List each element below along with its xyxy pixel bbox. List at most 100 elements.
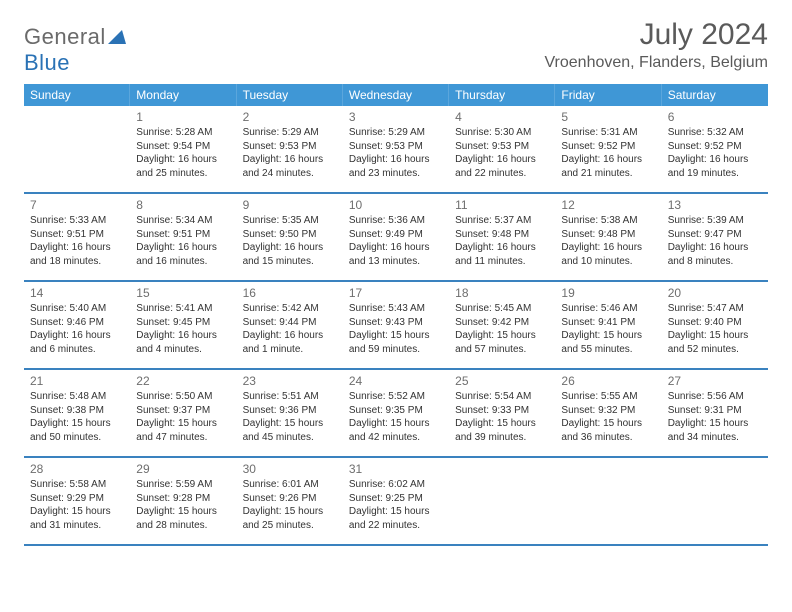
day-number: 1	[136, 110, 230, 124]
day-info: Sunrise: 5:37 AMSunset: 9:48 PMDaylight:…	[455, 214, 549, 268]
day-cell: 20 Sunrise: 5:47 AMSunset: 9:40 PMDayligh…	[662, 282, 768, 368]
day-header-cell: Monday	[130, 84, 236, 106]
empty-cell	[449, 458, 555, 544]
day-cell: 27 Sunrise: 5:56 AMSunset: 9:31 PMDayligh…	[662, 370, 768, 456]
empty-cell	[24, 106, 130, 192]
month-title: July 2024	[544, 18, 768, 52]
day-header-cell: Tuesday	[237, 84, 343, 106]
day-cell: 26Sunrise: 5:55 AMSunset: 9:32 PMDayligh…	[555, 370, 661, 456]
empty-cell	[662, 458, 768, 544]
day-info: Sunrise: 5:38 AMSunset: 9:48 PMDaylight:…	[561, 214, 655, 268]
day-cell: 10Sunrise: 5:36 AMSunset: 9:49 PMDayligh…	[343, 194, 449, 280]
day-info: Sunrise: 5:54 AMSunset: 9:33 PMDaylight:…	[455, 390, 549, 444]
day-cell: 14Sunrise: 5:40 AMSunset: 9:46 PMDayligh…	[24, 282, 130, 368]
day-number: 13	[668, 198, 762, 212]
day-cell: 6 Sunrise: 5:32 AMSunset: 9:52 PMDaylight…	[662, 106, 768, 192]
weeks-container: 1 Sunrise: 5:28 AMSunset: 9:54 PMDaylight…	[24, 106, 768, 546]
day-info: Sunrise: 5:55 AMSunset: 9:32 PMDaylight:…	[561, 390, 655, 444]
calendar-page: General Blue July 2024 Vroenhoven, Fland…	[0, 0, 792, 564]
day-info: Sunrise: 5:51 AMSunset: 9:36 PMDaylight:…	[243, 390, 337, 444]
day-number: 7	[30, 198, 124, 212]
day-header-cell: Thursday	[449, 84, 555, 106]
day-info: Sunrise: 5:29 AMSunset: 9:53 PMDaylight:…	[243, 126, 337, 180]
day-cell: 29Sunrise: 5:59 AMSunset: 9:28 PMDayligh…	[130, 458, 236, 544]
page-header: General Blue July 2024 Vroenhoven, Fland…	[24, 18, 768, 76]
day-info: Sunrise: 5:33 AMSunset: 9:51 PMDaylight:…	[30, 214, 124, 268]
day-number: 9	[243, 198, 337, 212]
day-number: 29	[136, 462, 230, 476]
day-cell: 19 Sunrise: 5:46 AMSunset: 9:41 PMDayligh…	[555, 282, 661, 368]
day-info: Sunrise: 5:42 AMSunset: 9:44 PMDaylight:…	[243, 302, 337, 356]
day-header-cell: Saturday	[662, 84, 768, 106]
day-cell: 21Sunrise: 5:48 AMSunset: 9:38 PMDayligh…	[24, 370, 130, 456]
day-info: Sunrise: 5:43 AMSunset: 9:43 PMDaylight:…	[349, 302, 443, 356]
day-info: Sunrise: 5:58 AMSunset: 9:29 PMDaylight:…	[30, 478, 124, 532]
day-info: Sunrise: 5:46 AMSunset: 9:41 PMDaylight:…	[561, 302, 655, 356]
empty-cell	[555, 458, 661, 544]
day-number: 24	[349, 374, 443, 388]
day-number: 21	[30, 374, 124, 388]
week-row: 21Sunrise: 5:48 AMSunset: 9:38 PMDayligh…	[24, 370, 768, 458]
day-header-cell: Friday	[555, 84, 661, 106]
logo-triangle-icon	[108, 24, 126, 50]
day-number: 25	[455, 374, 549, 388]
day-number: 31	[349, 462, 443, 476]
day-number: 16	[243, 286, 337, 300]
day-info: Sunrise: 5:45 AMSunset: 9:42 PMDaylight:…	[455, 302, 549, 356]
day-info: Sunrise: 5:47 AMSunset: 9:40 PMDaylight:…	[668, 302, 762, 356]
day-cell: 7 Sunrise: 5:33 AMSunset: 9:51 PMDaylight…	[24, 194, 130, 280]
day-cell: 3 Sunrise: 5:29 AMSunset: 9:53 PMDaylight…	[343, 106, 449, 192]
day-info: Sunrise: 5:32 AMSunset: 9:52 PMDaylight:…	[668, 126, 762, 180]
day-number: 2	[243, 110, 337, 124]
day-cell: 8 Sunrise: 5:34 AMSunset: 9:51 PMDaylight…	[130, 194, 236, 280]
week-row: 7 Sunrise: 5:33 AMSunset: 9:51 PMDaylight…	[24, 194, 768, 282]
day-number: 11	[455, 198, 549, 212]
day-cell: 18Sunrise: 5:45 AMSunset: 9:42 PMDayligh…	[449, 282, 555, 368]
day-number: 19	[561, 286, 655, 300]
day-number: 3	[349, 110, 443, 124]
brand-text-general: General	[24, 24, 106, 49]
day-cell: 9Sunrise: 5:35 AMSunset: 9:50 PMDaylight…	[237, 194, 343, 280]
day-cell: 12 Sunrise: 5:38 AMSunset: 9:48 PMDayligh…	[555, 194, 661, 280]
day-number: 22	[136, 374, 230, 388]
day-cell: 30 Sunrise: 6:01 AMSunset: 9:26 PMDayligh…	[237, 458, 343, 544]
day-cell: 31 Sunrise: 6:02 AMSunset: 9:25 PMDayligh…	[343, 458, 449, 544]
day-number: 4	[455, 110, 549, 124]
week-row: 28 Sunrise: 5:58 AMSunset: 9:29 PMDayligh…	[24, 458, 768, 546]
day-info: Sunrise: 6:01 AMSunset: 9:26 PMDaylight:…	[243, 478, 337, 532]
day-cell: 25 Sunrise: 5:54 AMSunset: 9:33 PMDayligh…	[449, 370, 555, 456]
day-info: Sunrise: 5:52 AMSunset: 9:35 PMDaylight:…	[349, 390, 443, 444]
day-number: 12	[561, 198, 655, 212]
day-cell: 24 Sunrise: 5:52 AMSunset: 9:35 PMDayligh…	[343, 370, 449, 456]
day-info: Sunrise: 5:56 AMSunset: 9:31 PMDaylight:…	[668, 390, 762, 444]
day-number: 6	[668, 110, 762, 124]
day-number: 30	[243, 462, 337, 476]
day-cell: 2 Sunrise: 5:29 AMSunset: 9:53 PMDaylight…	[237, 106, 343, 192]
day-info: Sunrise: 6:02 AMSunset: 9:25 PMDaylight:…	[349, 478, 443, 532]
brand-logo: General Blue	[24, 24, 126, 76]
day-cell: 23Sunrise: 5:51 AMSunset: 9:36 PMDayligh…	[237, 370, 343, 456]
day-header-cell: Wednesday	[343, 84, 449, 106]
day-cell: 22 Sunrise: 5:50 AMSunset: 9:37 PMDayligh…	[130, 370, 236, 456]
day-info: Sunrise: 5:39 AMSunset: 9:47 PMDaylight:…	[668, 214, 762, 268]
day-cell: 17 Sunrise: 5:43 AMSunset: 9:43 PMDayligh…	[343, 282, 449, 368]
day-info: Sunrise: 5:29 AMSunset: 9:53 PMDaylight:…	[349, 126, 443, 180]
day-number: 8	[136, 198, 230, 212]
day-info: Sunrise: 5:34 AMSunset: 9:51 PMDaylight:…	[136, 214, 230, 268]
day-info: Sunrise: 5:31 AMSunset: 9:52 PMDaylight:…	[561, 126, 655, 180]
day-cell: 15Sunrise: 5:41 AMSunset: 9:45 PMDayligh…	[130, 282, 236, 368]
day-header-cell: Sunday	[24, 84, 130, 106]
day-info: Sunrise: 5:40 AMSunset: 9:46 PMDaylight:…	[30, 302, 124, 356]
day-number: 17	[349, 286, 443, 300]
day-cell: 11 Sunrise: 5:37 AMSunset: 9:48 PMDayligh…	[449, 194, 555, 280]
day-number: 28	[30, 462, 124, 476]
day-info: Sunrise: 5:30 AMSunset: 9:53 PMDaylight:…	[455, 126, 549, 180]
day-number: 15	[136, 286, 230, 300]
day-number: 27	[668, 374, 762, 388]
day-info: Sunrise: 5:50 AMSunset: 9:37 PMDaylight:…	[136, 390, 230, 444]
day-cell: 28 Sunrise: 5:58 AMSunset: 9:29 PMDayligh…	[24, 458, 130, 544]
brand-text: General Blue	[24, 24, 126, 76]
day-info: Sunrise: 5:28 AMSunset: 9:54 PMDaylight:…	[136, 126, 230, 180]
week-row: 1 Sunrise: 5:28 AMSunset: 9:54 PMDaylight…	[24, 106, 768, 194]
day-number: 20	[668, 286, 762, 300]
